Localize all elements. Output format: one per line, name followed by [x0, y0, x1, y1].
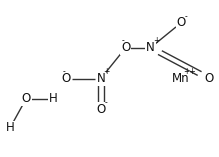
Text: O: O	[204, 72, 214, 85]
Text: H: H	[49, 92, 58, 105]
Text: H: H	[6, 121, 14, 134]
Text: Mn: Mn	[172, 72, 190, 85]
Text: O: O	[121, 41, 130, 54]
Text: O: O	[62, 72, 71, 85]
Text: -: -	[185, 12, 188, 21]
Text: +: +	[153, 36, 159, 45]
Text: -: -	[105, 98, 108, 107]
Text: +: +	[103, 67, 110, 76]
Text: N: N	[146, 41, 155, 54]
Text: O: O	[22, 92, 31, 105]
Text: N: N	[97, 72, 105, 85]
Text: -: -	[63, 67, 65, 76]
Text: O: O	[96, 103, 106, 116]
Text: -: -	[122, 36, 124, 45]
Text: ++: ++	[183, 67, 196, 76]
Text: O: O	[176, 16, 185, 30]
